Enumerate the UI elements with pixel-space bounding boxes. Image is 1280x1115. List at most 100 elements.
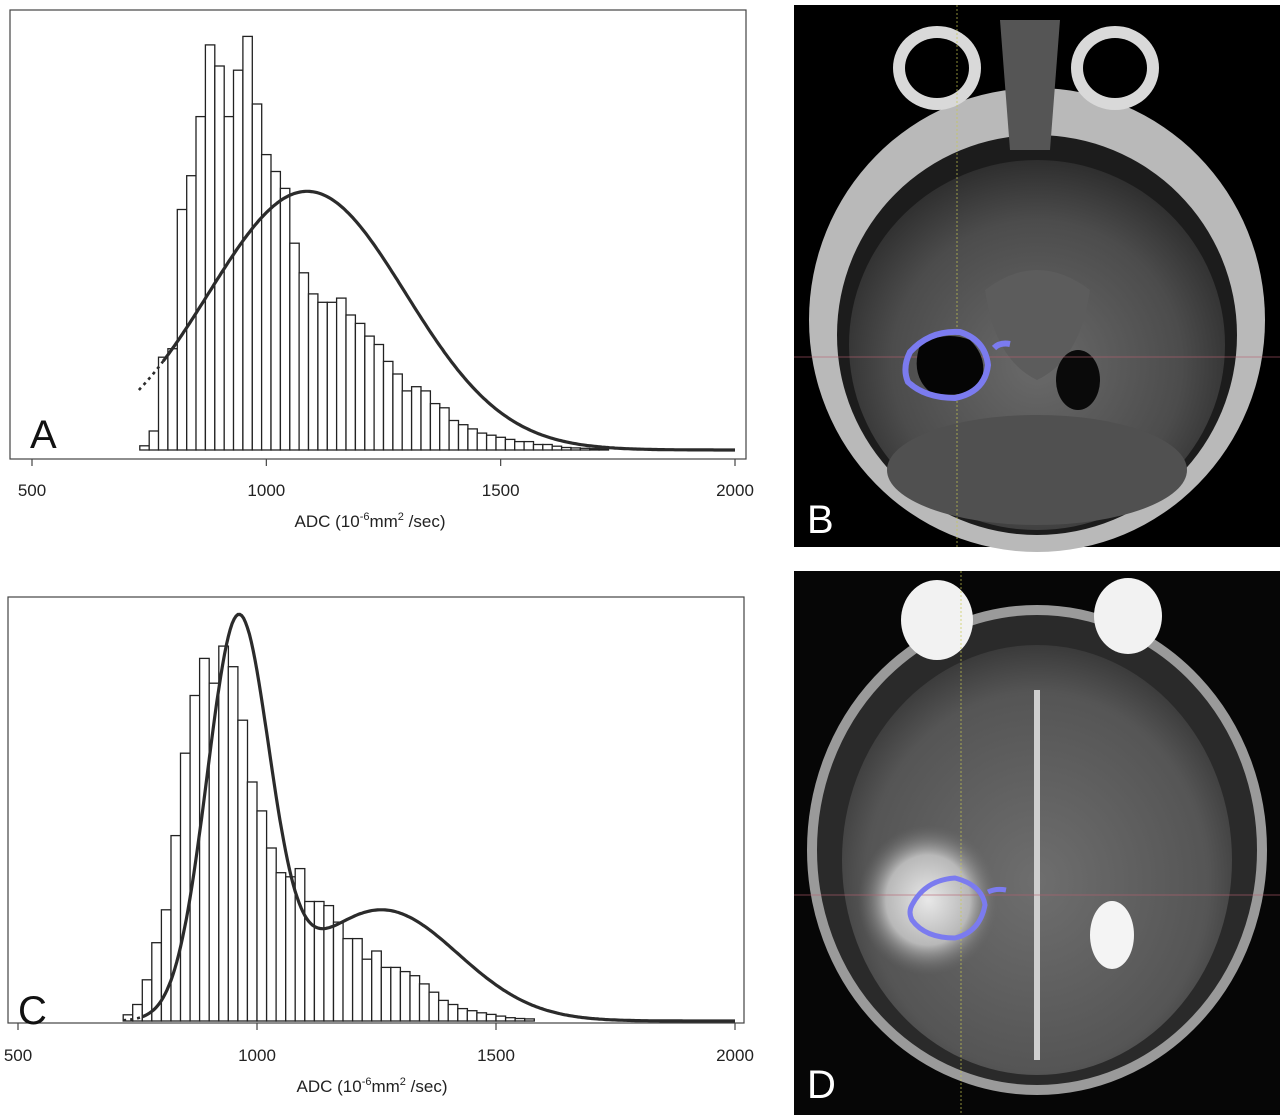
histogram-bar	[485, 1013, 497, 1022]
histogram-bar	[307, 293, 319, 451]
histogram-bar	[313, 900, 325, 1022]
panel-letter-a: A	[30, 413, 57, 457]
histogram-bar	[485, 434, 497, 451]
panel-letter-c: C	[18, 989, 47, 1033]
histogram-bar	[401, 390, 413, 451]
histogram-bar	[361, 958, 373, 1022]
histogram-bar	[373, 343, 385, 451]
cerebellum-b	[887, 415, 1187, 525]
histogram-bar	[371, 950, 382, 1022]
plot-frame-c	[7, 596, 745, 1024]
histogram-bar	[457, 424, 469, 451]
histogram-bar	[476, 1012, 488, 1022]
x-tick-label: 1500	[482, 481, 520, 500]
histogram-bar	[504, 1017, 516, 1022]
histogram-bar	[390, 966, 402, 1022]
histogram-panel-c: 500 1000 1500 2000 C ADC (10-6mm2 /sec)	[4, 596, 754, 1096]
histogram-bar	[246, 781, 258, 1022]
adc-image-panel-d: D	[794, 571, 1280, 1115]
edema-d	[858, 825, 998, 975]
histogram-bar	[260, 153, 272, 451]
histogram-bar	[345, 314, 357, 451]
histogram-bar	[439, 407, 450, 451]
histogram-bar	[179, 752, 191, 1022]
histogram-bar	[227, 666, 239, 1022]
histogram-bar	[139, 445, 150, 451]
histogram-bar	[410, 386, 422, 451]
fit-curve-c	[141, 612, 735, 1023]
histogram-bar	[560, 446, 572, 451]
x-tick-label: 1500	[477, 1046, 515, 1065]
histogram-bar	[495, 1015, 507, 1022]
histogram-bar	[392, 373, 403, 451]
histogram-bar	[285, 876, 296, 1022]
histogram-bar	[447, 1003, 459, 1022]
histogram-bar	[551, 445, 563, 451]
panel-letter-d: D	[807, 1063, 836, 1107]
x-axis-ticks-a: 500 1000 1500 2000	[18, 459, 754, 500]
histogram-bar	[323, 904, 335, 1022]
lesion-b	[916, 336, 984, 395]
histogram-bar	[223, 115, 235, 451]
histogram-panel-a: 500 1000 1500 2000 A ADC (10-6mm2 /sec)	[9, 9, 754, 531]
ventricle-b	[1056, 350, 1100, 410]
orbit-left-d	[901, 580, 973, 660]
histogram-bar	[332, 921, 344, 1022]
histogram-bar	[242, 35, 253, 451]
histogram-bar	[198, 657, 210, 1022]
histogram-bar	[342, 937, 354, 1022]
histogram-bar	[232, 69, 244, 451]
histogram-bar	[354, 322, 366, 451]
histogram-bar	[256, 810, 268, 1022]
x-tick-label: 1000	[247, 481, 285, 500]
histogram-bar	[218, 645, 230, 1022]
histogram-bar	[589, 448, 600, 451]
histogram-bar	[335, 297, 347, 451]
histogram-bar	[270, 170, 282, 451]
orbit-right-d	[1094, 578, 1162, 654]
histogram-bar	[420, 390, 432, 451]
histogram-bar	[504, 438, 516, 451]
histogram-bar	[514, 1017, 526, 1022]
fit-curve-a	[161, 189, 735, 452]
fit-curve-tail-c	[123, 1015, 143, 1022]
histogram-bar	[437, 999, 449, 1022]
roi-outline-b	[902, 328, 1011, 402]
histogram-bar	[466, 1010, 478, 1022]
histogram-bar	[289, 242, 300, 451]
histogram-bar	[351, 937, 363, 1022]
histogram-bar	[399, 970, 411, 1022]
histogram-bar	[418, 983, 430, 1022]
histogram-bar	[457, 1007, 469, 1022]
histogram-bar	[467, 428, 478, 451]
plot-frame-a	[9, 9, 747, 460]
histogram-bar	[428, 991, 440, 1022]
panel-letter-b: B	[807, 498, 834, 542]
histogram-bar	[214, 65, 225, 451]
x-axis-title-c: ADC (10-6mm2 /sec)	[297, 1076, 448, 1096]
mri-image-panel-b: B	[794, 5, 1280, 552]
x-axis-ticks-c: 500 1000 1500 2000	[4, 1023, 754, 1065]
histogram-bar	[317, 301, 328, 451]
x-tick-label: 500	[4, 1046, 32, 1065]
histogram-bar	[279, 187, 291, 451]
histogram-bar	[275, 872, 287, 1022]
histogram-bar	[237, 719, 249, 1022]
bars-a	[139, 35, 610, 451]
histogram-bar	[579, 447, 591, 451]
x-tick-label: 2000	[716, 1046, 754, 1065]
histogram-bar	[204, 44, 216, 451]
x-axis-title-a: ADC (10-6mm2 /sec)	[295, 511, 446, 531]
histogram-bar	[448, 419, 460, 451]
histogram-bar	[524, 1018, 535, 1022]
histogram-bar	[167, 348, 178, 451]
histogram-bar	[495, 436, 507, 451]
histogram-bar	[382, 360, 394, 451]
x-tick-label: 500	[18, 481, 46, 500]
orbit-right-core-b	[1083, 38, 1147, 98]
histogram-bar	[195, 115, 207, 451]
histogram-bar	[265, 847, 277, 1022]
ventricle-d	[1090, 901, 1134, 969]
histogram-bar	[598, 448, 610, 451]
